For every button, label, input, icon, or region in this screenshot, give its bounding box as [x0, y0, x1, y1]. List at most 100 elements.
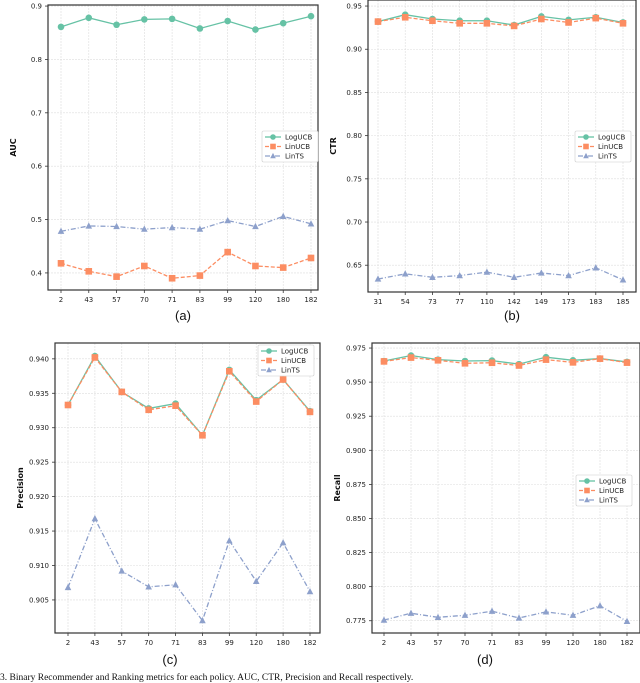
y-tick-label: 0.6 [31, 163, 43, 171]
chart-panel-3: 2 43 57 70 71 83 99 120 180 182 0.905 0.910 0.915 0.9… [16, 342, 321, 667]
panel-label: (c) [162, 652, 177, 667]
series-LinUCB [64, 354, 314, 439]
data-point-LinUCB [145, 406, 152, 414]
data-point-LinTS [584, 496, 590, 503]
data-point-LinTS [407, 609, 415, 616]
data-point-LinUCB [252, 398, 260, 405]
x-tick-label: 2 [59, 296, 63, 304]
legend-entry: LogUCB [599, 478, 627, 486]
data-point-LinUCB [434, 357, 442, 364]
x-tick-label: 120 [250, 639, 263, 647]
data-point-LinUCB [565, 19, 572, 26]
x-tick-label: 77 [455, 298, 464, 306]
legend-entry: LinUCB [599, 487, 624, 495]
data-point-LogUCB [270, 134, 276, 140]
data-point-LinUCB [461, 360, 469, 367]
series-LogUCB [57, 12, 315, 33]
data-point-LinUCB [168, 274, 176, 282]
data-point-LinTS [306, 588, 314, 595]
x-tick-label: 43 [90, 639, 99, 647]
x-tick-label: 99 [225, 639, 234, 647]
data-point-LogUCB [196, 25, 204, 32]
x-tick-label: 120 [566, 639, 579, 647]
series-line-LogUCB [383, 354, 628, 365]
axes-frame [367, 0, 637, 293]
x-tick-label: 2 [66, 639, 70, 647]
y-tick-label: 0.910 [29, 562, 49, 570]
series-line-LinUCB [67, 356, 311, 437]
data-point-LinUCB [510, 22, 518, 30]
x-tick-label: 142 [507, 298, 520, 306]
axes-frame [371, 342, 640, 634]
x-tick-label: 180 [593, 639, 606, 647]
data-point-LinTS [224, 216, 231, 224]
data-point-LinTS [279, 539, 287, 546]
data-point-LinUCB [407, 354, 415, 361]
data-point-LinTS [118, 567, 126, 574]
data-point-LinUCB [515, 362, 523, 369]
legend-entry: LinUCB [281, 357, 306, 365]
y-tick-label: 0.975 [346, 345, 366, 353]
series-LinUCB [57, 248, 315, 282]
y-axis-label: AUC [9, 138, 18, 156]
data-point-LinTS [307, 220, 315, 227]
data-point-LinTS [429, 273, 436, 280]
data-point-LinTS [488, 607, 496, 614]
data-point-LinTS [538, 269, 545, 276]
x-tick-label: 31 [374, 298, 383, 306]
data-point-LinUCB [172, 402, 179, 409]
x-tick-label: 83 [515, 639, 524, 647]
y-tick-label: 0.4 [31, 269, 43, 277]
x-tick-label: 185 [616, 298, 629, 306]
panel-label: (d) [477, 652, 493, 667]
series-line-LinTS [377, 267, 624, 281]
x-tick-label: 43 [84, 296, 93, 304]
x-tick-label: 180 [277, 296, 290, 304]
data-point-LinUCB [583, 143, 589, 150]
y-tick-label: 0.850 [346, 515, 366, 523]
y-tick-label: 0.925 [29, 459, 49, 467]
x-tick-label: 182 [620, 639, 633, 647]
y-tick-label: 0.8 [31, 56, 42, 64]
data-point-LinUCB [483, 20, 491, 27]
series-LinUCB [374, 13, 627, 30]
y-tick-label: 0.875 [346, 481, 366, 489]
y-tick-label: 0.85 [346, 89, 362, 97]
y-tick-label: 0.75 [346, 175, 362, 183]
x-tick-label: 57 [112, 296, 121, 304]
data-point-LinTS [380, 616, 388, 623]
y-tick-label: 0.775 [346, 617, 366, 625]
legend-entry: LogUCB [598, 134, 626, 142]
y-tick-label: 0.95 [346, 3, 362, 11]
data-point-LinUCB [584, 487, 590, 494]
x-tick-label: 149 [535, 298, 548, 306]
data-point-LinUCB [279, 264, 287, 271]
x-tick-label: 180 [276, 639, 289, 647]
data-point-LinTS [515, 614, 523, 621]
data-point-LinTS [199, 616, 206, 624]
y-tick-label: 0.930 [29, 424, 49, 432]
data-point-LinUCB [270, 143, 276, 150]
data-point-LinTS [226, 537, 233, 544]
y-tick-label: 0.9 [31, 3, 42, 11]
data-point-LinTS [619, 276, 627, 283]
legend-entry: LogUCB [285, 134, 313, 142]
data-point-LinUCB [429, 17, 436, 25]
x-tick-label: 182 [304, 296, 317, 304]
y-tick-label: 0.905 [29, 596, 49, 604]
data-point-LogUCB [307, 12, 315, 20]
data-point-LinUCB [113, 273, 120, 280]
data-point-LogUCB [279, 19, 287, 27]
legend-entry: LogUCB [281, 348, 309, 356]
x-tick-label: 70 [144, 639, 153, 647]
data-point-LinTS [113, 222, 120, 230]
legend-entry: LinTS [598, 153, 618, 161]
series-line-LinUCB [377, 16, 624, 27]
y-axis-label: Precision [16, 467, 25, 509]
y-tick-label: 0.950 [346, 379, 366, 387]
data-point-LogUCB [266, 348, 272, 354]
